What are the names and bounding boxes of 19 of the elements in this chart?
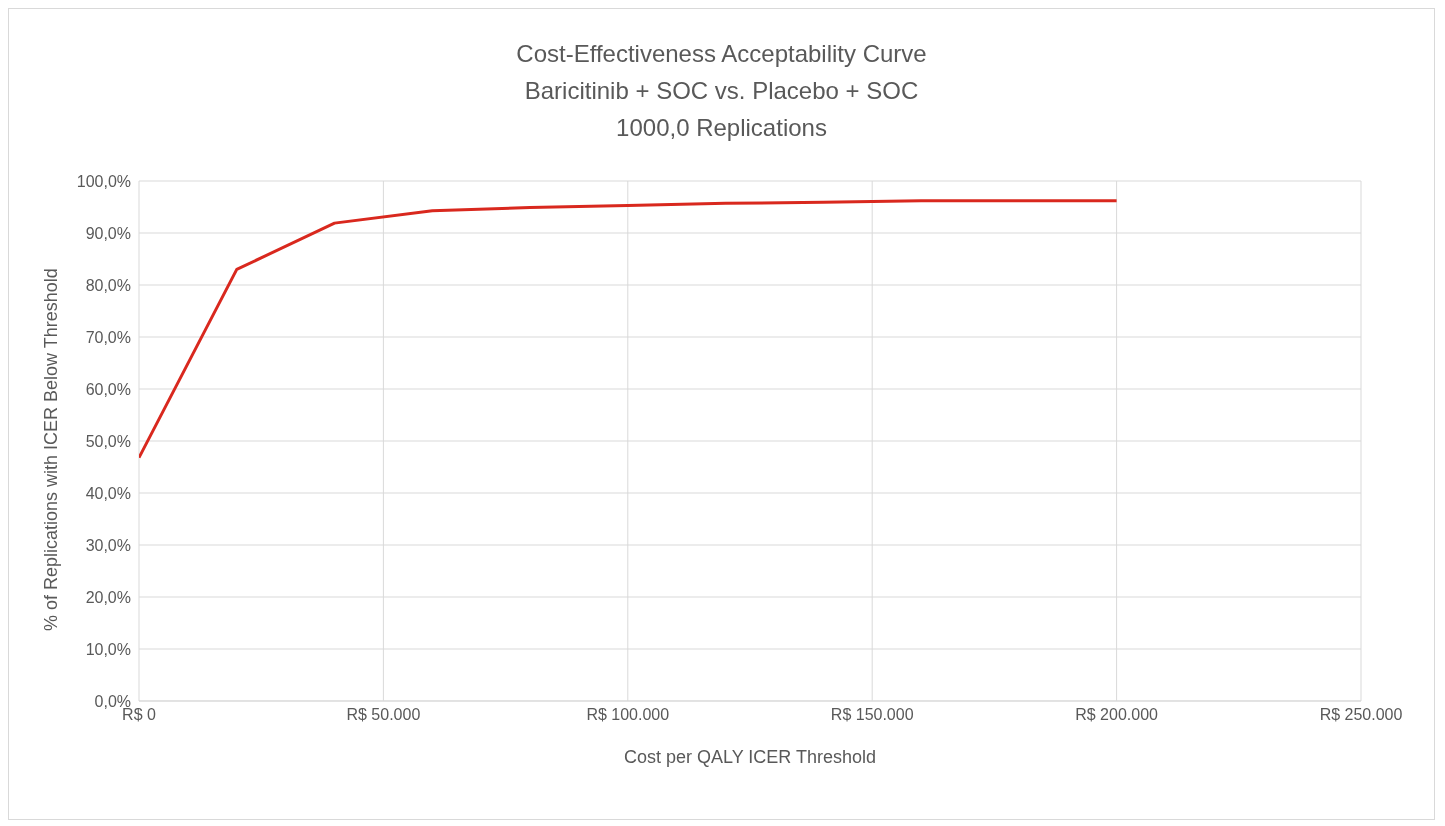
x-tick-label: R$ 150.000 [830,706,914,724]
y-tick-label: 10,0% [85,640,131,658]
x-tick-label: R$ 200.000 [1075,706,1159,724]
y-tick-label: 90,0% [85,224,131,242]
line-series [139,199,1119,460]
y-tick-label: 20,0% [85,588,131,606]
x-tick-label: R$ 250.000 [1319,706,1403,724]
y-tick-label: 70,0% [85,328,131,346]
x-tick-label: R$ 100.000 [586,706,670,724]
x-tick-label: R$ 50.000 [346,706,421,724]
y-tick-label: 40,0% [85,484,131,502]
y-tick-label: 100,0% [76,172,131,190]
chart-title: Cost-Effectiveness Acceptability Curve Baricitinib + SOC vs. Placebo + SOC 1000,0 Replications [515,39,928,143]
y-tick-label: 60,0% [85,380,131,398]
y-axis-title: % of Replications with ICER Below Threshold [41,268,62,631]
y-tick-label: 80,0% [85,276,131,294]
y-tick-label: 50,0% [85,432,131,450]
y-tick-label: 30,0% [85,536,131,554]
x-axis-title: Cost per QALY ICER Threshold [623,747,877,767]
